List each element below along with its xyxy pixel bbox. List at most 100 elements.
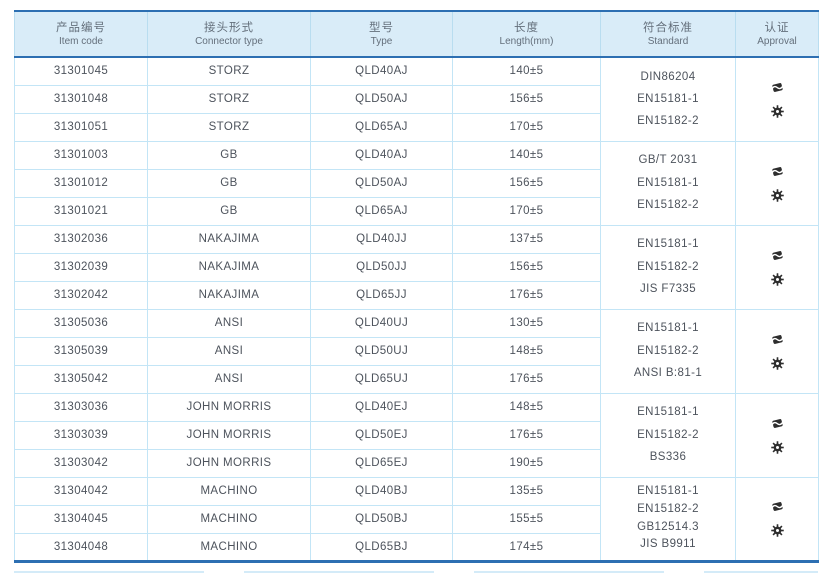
certificate-icon	[769, 80, 786, 95]
table-row: 31302042 NAKAJIMA QLD65JJ 176±5	[14, 280, 819, 310]
connector-type-cell: NAKAJIMA	[147, 252, 311, 282]
type-cell: QLD65EJ	[310, 448, 453, 478]
type-cell: QLD50JJ	[310, 252, 453, 282]
length-cell: 176±5	[452, 420, 601, 450]
col-header-en: Approval	[757, 35, 797, 47]
item-code-cell: 31302036	[14, 224, 148, 254]
wheelmark-icon	[770, 440, 785, 455]
standard-line: JIS F7335	[639, 283, 697, 296]
col-header-en: Type	[370, 35, 393, 47]
item-code-cell: 31304045	[14, 504, 148, 534]
length-cell: 135±5	[452, 476, 601, 506]
connector-type-cell: ANSI	[147, 336, 311, 366]
length-cell: 130±5	[452, 308, 601, 338]
item-code-cell: 31301048	[14, 84, 148, 114]
col-header-en: Standard	[647, 35, 689, 47]
type-cell: QLD65BJ	[310, 532, 453, 561]
product-spec-table: 产品编号 Item code 接头形式 Connector type 型号 Type 长度 L…	[14, 10, 819, 563]
type-cell: QLD50AJ	[310, 168, 453, 198]
col-header-type: 型号 Type	[310, 11, 453, 58]
col-header-zh: 符合标准	[643, 21, 693, 34]
standard-line: EN15182-2	[637, 344, 699, 357]
certificate-icon	[769, 332, 786, 347]
item-code-cell: 31305039	[14, 336, 148, 366]
standard-line: EN15181-1	[637, 93, 699, 106]
length-cell: 190±5	[452, 448, 601, 478]
approval-icon-stack	[738, 164, 816, 203]
type-cell: QLD40AJ	[310, 140, 453, 170]
catalog-page: 产品编号 Item code 接头形式 Connector type 型号 Type 长度 L…	[14, 10, 819, 573]
item-code-cell: 31303036	[14, 392, 148, 422]
col-header-en: Connector type	[195, 35, 263, 47]
connector-type-cell: STORZ	[147, 112, 311, 142]
standard-cell: EN15181-1 EN15182-2 GB12514.3 JIS B9911	[600, 476, 736, 562]
table-row: 31302039 NAKAJIMA QLD50JJ 156±5	[14, 252, 819, 282]
table-row: 31304048 MACHINO QLD65BJ 174±5	[14, 532, 819, 561]
table-row: 31302036 NAKAJIMA QLD40JJ 137±5 EN15181-1 EN1…	[14, 224, 819, 310]
table-row: 31305039 ANSI QLD50UJ 148±5	[14, 336, 819, 366]
length-cell: 155±5	[452, 504, 601, 534]
item-code-cell: 31303039	[14, 420, 148, 450]
col-header-en: Length(mm)	[499, 35, 554, 47]
standard-cell: EN15181-1 EN15182-2 BS336	[600, 392, 736, 478]
length-cell: 156±5	[452, 168, 601, 198]
col-header-item-code: 产品编号 Item code	[14, 11, 148, 58]
standard-line: GB12514.3	[637, 520, 699, 533]
standard-cell: EN15181-1 EN15182-2 ANSI B:81-1	[600, 308, 736, 394]
col-header-approval: 认证 Approval	[735, 11, 819, 58]
type-cell: QLD65UJ	[310, 364, 453, 394]
cropped-next-row-edge	[14, 570, 818, 573]
type-cell: QLD50AJ	[310, 84, 453, 114]
item-code-cell: 31305036	[14, 308, 148, 338]
connector-type-cell: JOHN MORRIS	[147, 448, 311, 478]
table-header: 产品编号 Item code 接头形式 Connector type 型号 Type 长度 L…	[14, 11, 819, 58]
connector-type-cell: ANSI	[147, 364, 311, 394]
type-cell: QLD50EJ	[310, 420, 453, 450]
connector-type-cell: MACHINO	[147, 476, 311, 506]
certificate-icon	[769, 248, 786, 263]
standard-line: GB/T 2031	[638, 154, 698, 167]
wheelmark-icon	[770, 188, 785, 203]
col-header-zh: 长度	[514, 21, 539, 34]
standard-line: JIS B9911	[640, 538, 696, 551]
col-header-en: Item code	[59, 35, 103, 47]
approval-cell	[735, 308, 819, 394]
type-cell: QLD40AJ	[310, 56, 453, 86]
standard-line: EN15181-1	[637, 484, 699, 497]
item-code-cell: 31302042	[14, 280, 148, 310]
length-cell: 170±5	[452, 196, 601, 226]
approval-icon-stack	[738, 332, 816, 371]
wheelmark-icon	[770, 356, 785, 371]
connector-type-cell: GB	[147, 196, 311, 226]
standard-line: EN15181-1	[637, 238, 699, 251]
standard-line: DIN86204	[640, 70, 696, 83]
type-cell: QLD50BJ	[310, 504, 453, 534]
connector-type-cell: STORZ	[147, 84, 311, 114]
length-cell: 137±5	[452, 224, 601, 254]
length-cell: 156±5	[452, 252, 601, 282]
item-code-cell: 31301012	[14, 168, 148, 198]
table-row: 31301048 STORZ QLD50AJ 156±5	[14, 84, 819, 114]
approval-icon-stack	[738, 416, 816, 455]
table-row: 31304042 MACHINO QLD40BJ 135±5 EN15181-1 EN15…	[14, 476, 819, 562]
col-header-zh: 认证	[764, 21, 790, 34]
standard-line: EN15181-1	[637, 406, 699, 419]
table-body: 31301045 STORZ QLD40AJ 140±5 DIN86204 EN15181…	[14, 56, 819, 562]
standard-line: EN15182-2	[637, 428, 699, 441]
approval-icon-stack	[738, 499, 816, 538]
approval-cell	[735, 140, 819, 226]
type-cell: QLD40BJ	[310, 476, 453, 506]
item-code-cell: 31304048	[14, 532, 148, 561]
table-row: 31303036 JOHN MORRIS QLD40EJ 148±5 EN15181-1…	[14, 392, 819, 478]
wheelmark-icon	[770, 104, 785, 119]
table-row: 31303042 JOHN MORRIS QLD65EJ 190±5	[14, 448, 819, 478]
connector-type-cell: JOHN MORRIS	[147, 392, 311, 422]
header-row: 产品编号 Item code 接头形式 Connector type 型号 Type 长度 L…	[14, 11, 819, 58]
approval-cell	[735, 392, 819, 478]
standard-cell: DIN86204 EN15181-1 EN15182-2	[600, 56, 736, 142]
connector-type-cell: STORZ	[147, 56, 311, 86]
length-cell: 170±5	[452, 112, 601, 142]
standard-line: BS336	[649, 451, 687, 464]
connector-type-cell: GB	[147, 168, 311, 198]
type-cell: QLD40EJ	[310, 392, 453, 422]
